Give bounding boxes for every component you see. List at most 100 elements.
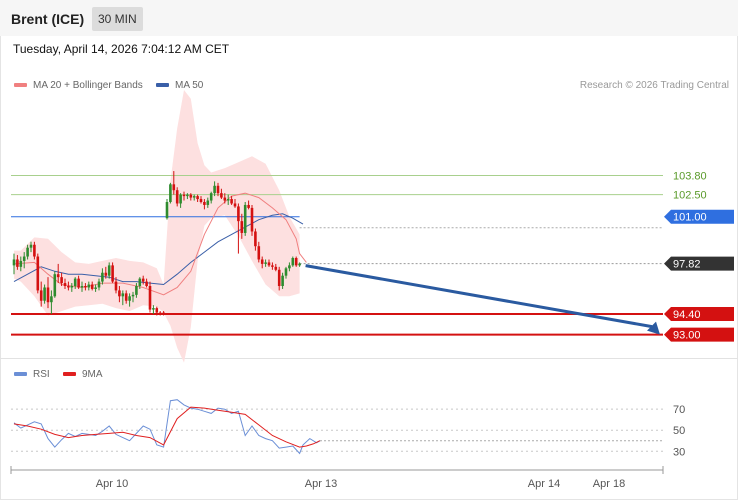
candle-body bbox=[247, 204, 250, 208]
candle-body bbox=[158, 312, 162, 314]
candle-body bbox=[26, 247, 29, 257]
candle-body bbox=[226, 199, 230, 201]
candle-body bbox=[131, 294, 135, 297]
candle-body bbox=[111, 265, 114, 282]
candle-body bbox=[46, 287, 50, 303]
candle-body bbox=[141, 278, 145, 282]
rsi-line bbox=[13, 399, 321, 455]
candle-body bbox=[271, 265, 274, 267]
candle-body bbox=[155, 308, 159, 313]
legend-ma50: MA 50 bbox=[156, 80, 203, 91]
chart-datetime: Tuesday, April 14, 2026 7:04:12 AM CET bbox=[13, 42, 230, 56]
candle-body bbox=[288, 265, 291, 269]
candle-body bbox=[260, 259, 264, 264]
header-bar: Brent (ICE) 30 MIN bbox=[0, 0, 738, 36]
candle-body bbox=[294, 258, 298, 266]
x-tick-label: Apr 13 bbox=[305, 478, 337, 490]
credit-text: Research © 2026 Trading Central bbox=[579, 80, 729, 91]
candle-body bbox=[12, 259, 16, 266]
rsi-ma-line bbox=[13, 406, 321, 448]
ma20-legend-label: MA 20 + Bollinger Bands bbox=[33, 80, 143, 91]
candle-body bbox=[148, 286, 152, 310]
ma20-swatch bbox=[14, 83, 27, 88]
x-tick-label: Apr 14 bbox=[528, 478, 560, 490]
candle-body bbox=[97, 281, 101, 288]
candle-body bbox=[223, 197, 227, 201]
candle-body bbox=[216, 185, 220, 194]
candle-body bbox=[22, 256, 26, 261]
candle-body bbox=[29, 244, 33, 248]
candle-body bbox=[230, 199, 233, 204]
candle-body bbox=[56, 274, 60, 278]
legend-ma20: MA 20 + Bollinger Bands bbox=[14, 80, 143, 91]
resistance-label: 103.80 bbox=[673, 170, 707, 182]
candle-body bbox=[87, 284, 91, 288]
candle-body bbox=[196, 196, 199, 200]
candle-body bbox=[43, 287, 46, 301]
support-label: 93.00 bbox=[673, 330, 701, 342]
ma50-swatch bbox=[156, 83, 169, 88]
x-tick-label: Apr 10 bbox=[96, 478, 128, 490]
candle-body bbox=[284, 268, 288, 276]
rsi-ma-swatch bbox=[63, 372, 76, 377]
candle-body bbox=[267, 262, 271, 266]
pane-divider bbox=[0, 358, 738, 359]
candle-body bbox=[179, 194, 182, 204]
candle-body bbox=[213, 185, 216, 194]
rsi-tick-label: 50 bbox=[673, 425, 685, 437]
candle-body bbox=[264, 262, 267, 264]
candle-body bbox=[257, 246, 261, 260]
candle-body bbox=[16, 259, 19, 267]
candle-body bbox=[84, 286, 87, 288]
rsi-legend-label: RSI bbox=[33, 369, 50, 380]
candle-body bbox=[250, 207, 254, 232]
x-tick-label: Apr 18 bbox=[593, 478, 625, 490]
interval-button[interactable]: 30 MIN bbox=[92, 7, 143, 31]
current-price-label: 97.82 bbox=[673, 259, 701, 271]
legend-rsi: RSI bbox=[14, 369, 50, 380]
pivot-label: 101.00 bbox=[673, 212, 707, 224]
candle-body bbox=[107, 265, 111, 276]
candle-body bbox=[169, 184, 172, 202]
candle-body bbox=[291, 258, 295, 266]
candle-body bbox=[152, 308, 155, 310]
rsi-tick-label: 30 bbox=[673, 446, 685, 458]
candle-body bbox=[162, 312, 165, 314]
candle-body bbox=[90, 284, 94, 289]
legend-rsi-ma: 9MA bbox=[63, 369, 103, 380]
candle-body bbox=[145, 281, 148, 286]
candle-body bbox=[53, 274, 57, 297]
candle-body bbox=[50, 296, 53, 303]
candle-body bbox=[281, 275, 284, 286]
candle-body bbox=[104, 272, 108, 276]
candle-body bbox=[192, 196, 196, 198]
candle-body bbox=[33, 244, 36, 257]
candle-body bbox=[206, 200, 210, 205]
candle-body bbox=[274, 266, 278, 270]
candle-body bbox=[186, 194, 189, 197]
candle-body bbox=[63, 283, 67, 286]
resistance-label: 102.50 bbox=[673, 190, 707, 202]
ma50-line bbox=[13, 213, 304, 286]
candle-body bbox=[124, 293, 128, 301]
candle-body bbox=[36, 256, 40, 291]
candle-body bbox=[298, 263, 301, 266]
candle-body bbox=[114, 281, 118, 291]
candle-body bbox=[189, 194, 193, 198]
candle-body bbox=[94, 287, 97, 289]
candle-body bbox=[233, 203, 237, 207]
support-level-tag bbox=[664, 327, 734, 342]
candle-body bbox=[199, 199, 203, 202]
support-level-tag bbox=[664, 307, 734, 321]
candle-body bbox=[121, 293, 125, 297]
rsi-tick-label: 70 bbox=[673, 404, 685, 416]
pivot-level-tag bbox=[664, 209, 734, 224]
candle-body bbox=[220, 193, 223, 198]
candle-body bbox=[73, 278, 77, 286]
ma50-legend-label: MA 50 bbox=[175, 80, 204, 91]
candle-body bbox=[67, 286, 70, 288]
candle-body bbox=[118, 290, 121, 297]
candle-body bbox=[277, 269, 281, 286]
candle-body bbox=[135, 286, 138, 295]
